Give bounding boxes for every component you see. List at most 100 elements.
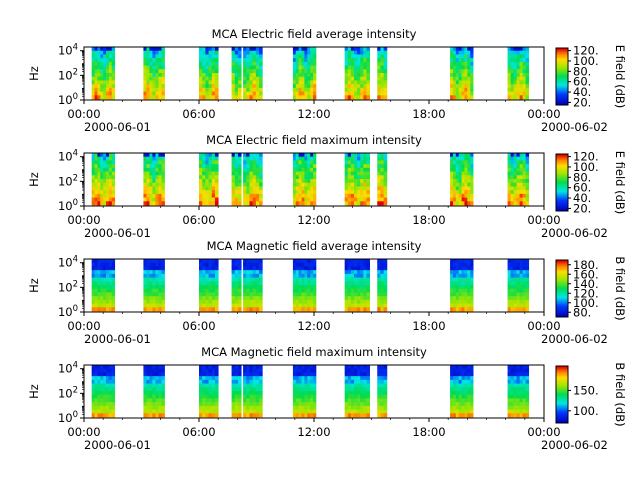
colorbar-step	[556, 375, 568, 378]
colorbar: 20.40.60.80.100.120. E field (dB)	[555, 150, 627, 215]
spectrogram-cell	[304, 376, 308, 381]
spectrogram-cell	[380, 391, 385, 396]
spectrogram-cell	[249, 409, 254, 414]
spectrogram-cell	[211, 91, 216, 96]
spectrogram-cell	[94, 262, 98, 267]
spectrogram-cell	[452, 193, 457, 198]
spectrogram-cell	[464, 262, 468, 267]
spectrogram-cell	[106, 383, 110, 388]
spectrogram-cell	[310, 262, 314, 267]
spectrogram-cell	[344, 179, 349, 184]
spectrogram-cell	[380, 405, 385, 410]
spectrogram-cell	[91, 190, 95, 195]
spectrogram-cell	[458, 58, 462, 63]
spectrogram-cell	[249, 84, 254, 89]
spectrogram-cell	[246, 87, 250, 92]
spectrogram-cell	[205, 54, 209, 59]
spectrogram-cell	[377, 285, 381, 290]
spectrogram-cell	[467, 190, 471, 195]
spectrogram-cell	[208, 270, 213, 275]
spectrogram-cell	[304, 193, 308, 198]
spectrogram-cell	[111, 153, 116, 158]
spectrogram-cell	[237, 84, 242, 89]
spectrogram-cell	[249, 376, 254, 381]
spectrogram-cell	[231, 58, 236, 63]
spectrogram-cell	[246, 58, 250, 63]
spectrogram-cell	[307, 409, 311, 414]
spectrogram-cell	[347, 266, 352, 271]
burst	[199, 47, 219, 100]
spectrogram-cell	[357, 365, 361, 370]
spectrogram-cell	[516, 182, 521, 187]
spectrogram-cell	[246, 391, 250, 396]
spectrogram-cell	[377, 197, 381, 202]
spectrogram-cell	[91, 61, 95, 66]
spectrogram-cell	[243, 368, 247, 373]
burst	[243, 153, 263, 206]
spectrogram-cell	[259, 307, 263, 312]
spectrogram-cell	[255, 365, 260, 370]
colorbar-step	[556, 278, 568, 281]
spectrogram-cell	[155, 288, 159, 293]
spectrogram-cell	[344, 281, 349, 286]
spectrogram-cell	[354, 69, 358, 74]
spectrogram-cell	[100, 76, 104, 81]
spectrogram-cell	[199, 296, 203, 301]
spectrogram-cell	[510, 58, 515, 63]
spectrogram-cell	[467, 69, 471, 74]
spectrogram-cell	[467, 368, 471, 373]
spectrogram-cell	[461, 156, 465, 161]
spectrogram-cell	[211, 76, 216, 81]
spectrogram-cell	[292, 95, 297, 100]
spectrogram-cell	[255, 201, 260, 206]
colorbar-step	[556, 75, 568, 78]
colorbar-frame	[555, 365, 569, 424]
spectrogram-cell	[464, 365, 468, 370]
spectrogram-cell	[146, 175, 150, 180]
spectrogram-cell	[344, 175, 349, 180]
spectrogram-cell	[111, 50, 116, 55]
spectrogram-cell	[461, 87, 465, 92]
spectrogram-cell	[366, 80, 370, 85]
spectrogram-cell	[143, 197, 147, 202]
colorbar-step	[556, 50, 568, 53]
spectrogram-cell	[237, 402, 242, 407]
spectrogram-cell	[199, 58, 203, 63]
spectrogram-cell	[202, 307, 206, 312]
spectrogram-cell	[354, 277, 358, 282]
spectrogram-cell	[522, 391, 527, 396]
spectrogram-cell	[360, 84, 364, 89]
spectrogram-cell	[380, 47, 385, 52]
spectrogram-cell	[470, 61, 474, 66]
spectrogram-cell	[255, 285, 260, 290]
spectrogram-cell	[470, 156, 474, 161]
colorbar-step	[556, 388, 568, 391]
y-axis-label: Hz	[27, 384, 41, 399]
spectrogram-cell	[464, 394, 468, 399]
spectrogram-cell	[103, 262, 107, 267]
spectrogram-cell	[152, 288, 156, 293]
spectrogram-cell	[380, 156, 385, 161]
spectrogram-cell	[298, 91, 302, 96]
spectrogram-cell	[350, 58, 355, 63]
spectrogram-cell	[380, 270, 385, 275]
spectrogram-cell	[510, 61, 515, 66]
spectrogram-cell	[357, 288, 361, 293]
spectrogram-cell	[380, 288, 385, 293]
spectrogram-cell	[292, 379, 297, 384]
spectrogram-cell	[143, 372, 147, 377]
spectrogram-cell	[310, 398, 314, 403]
spectrogram-cell	[149, 413, 153, 418]
spectrogram-cell	[246, 273, 250, 278]
spectrogram-cell	[237, 65, 242, 70]
spectrogram-cell	[461, 190, 465, 195]
spectrogram-cell	[313, 292, 317, 297]
spectrogram-cell	[143, 383, 147, 388]
spectrogram-cell	[211, 54, 216, 59]
spectrogram-cell	[344, 186, 349, 191]
spectrogram-cell	[161, 91, 165, 96]
spectrogram-cell	[313, 259, 317, 264]
spectrogram-cell	[205, 368, 209, 373]
spectrogram-cell	[522, 160, 527, 165]
spectrogram-cell	[383, 299, 388, 304]
